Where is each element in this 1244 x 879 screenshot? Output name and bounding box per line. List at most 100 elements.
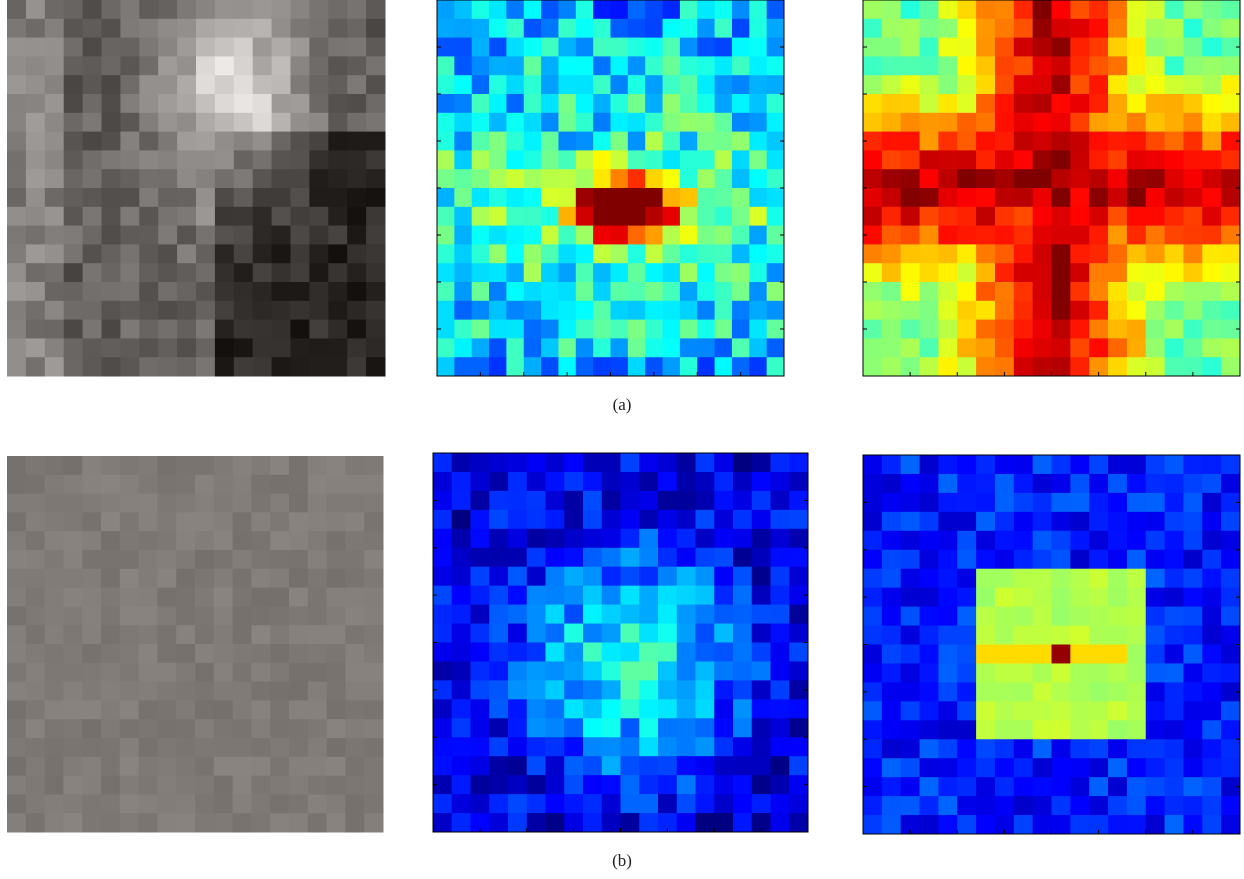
pixel	[7, 206, 27, 227]
pixel	[101, 719, 121, 739]
pixel	[471, 300, 490, 321]
pixel	[233, 131, 254, 151]
pixel	[433, 566, 453, 587]
pixel	[994, 644, 1015, 664]
pixel	[749, 263, 768, 283]
pixel	[1221, 338, 1241, 358]
pixel	[176, 512, 196, 532]
pixel	[7, 756, 27, 777]
pixel	[770, 756, 790, 776]
pixel	[957, 37, 977, 57]
pixel	[1126, 587, 1147, 608]
pixel	[593, 244, 611, 264]
pixel	[1070, 568, 1090, 589]
pixel	[82, 512, 102, 532]
pixel	[1145, 282, 1166, 302]
pixel	[63, 456, 83, 476]
pixel	[508, 453, 528, 473]
pixel	[63, 112, 84, 133]
pixel	[976, 319, 996, 339]
pixel	[610, 338, 629, 358]
pixel	[347, 18, 367, 39]
pixel	[1164, 739, 1184, 759]
pixel	[289, 794, 309, 814]
pixel	[627, 56, 646, 76]
pixel	[252, 131, 273, 151]
pixel	[770, 566, 790, 587]
pixel	[347, 150, 367, 170]
pixel	[697, 75, 716, 95]
pixel	[44, 244, 65, 264]
pixel	[347, 206, 367, 227]
pixel	[1051, 319, 1071, 339]
pixel	[506, 94, 525, 114]
pixel	[558, 300, 577, 321]
pixel	[1051, 75, 1071, 95]
pixel	[658, 585, 678, 606]
pixel	[433, 813, 453, 833]
pixel	[158, 244, 178, 264]
pixel	[508, 509, 528, 530]
pixel	[326, 644, 346, 664]
pixel	[1183, 492, 1203, 513]
pixel	[433, 756, 453, 776]
pixel	[251, 587, 271, 607]
pixel	[1183, 455, 1203, 475]
pixel	[881, 777, 902, 797]
pixel	[195, 550, 215, 570]
pixel	[1013, 357, 1034, 377]
pixel	[326, 756, 346, 777]
pixel	[1032, 492, 1052, 513]
pixel	[593, 150, 611, 170]
pixel	[1032, 18, 1052, 39]
pixel	[658, 509, 678, 530]
pixel	[454, 188, 473, 208]
pixel	[900, 131, 921, 151]
pixel	[900, 357, 921, 377]
pixel	[881, 0, 902, 20]
pixel	[714, 18, 733, 39]
pixel	[290, 206, 310, 227]
pixel	[976, 701, 996, 721]
pixel	[1013, 644, 1034, 664]
pixel	[213, 719, 234, 739]
pixel	[541, 244, 559, 264]
pixel	[545, 471, 565, 492]
pixel	[489, 37, 507, 57]
pixel	[731, 0, 750, 20]
pixel	[881, 530, 902, 551]
pixel	[1108, 206, 1128, 227]
pixel	[7, 625, 27, 645]
pixel	[976, 338, 996, 358]
pixel	[1164, 131, 1184, 151]
pixel	[470, 585, 490, 606]
pixel	[213, 512, 234, 532]
pixel	[919, 0, 939, 20]
pixel	[1013, 625, 1034, 645]
pixel	[233, 112, 254, 133]
pixel	[610, 244, 629, 264]
pixel	[326, 456, 346, 476]
pixel	[326, 719, 346, 739]
pixel	[610, 56, 629, 76]
pixel	[1013, 473, 1034, 494]
pixel	[994, 587, 1015, 608]
pixel	[919, 739, 939, 759]
pixel	[25, 56, 46, 76]
pixel	[177, 300, 197, 321]
pixel	[957, 796, 977, 816]
pixel	[593, 131, 611, 151]
pixel	[270, 738, 290, 758]
pixel	[25, 738, 46, 758]
pixel	[307, 606, 328, 626]
pixel	[345, 512, 365, 532]
pixel	[627, 94, 646, 114]
pixel	[101, 338, 121, 358]
pixel	[1089, 777, 1109, 797]
pixel	[345, 813, 365, 833]
pixel	[63, 225, 84, 245]
pixel	[1202, 511, 1222, 532]
pixel	[545, 737, 565, 757]
pixel	[437, 75, 455, 95]
pixel	[1070, 720, 1090, 740]
